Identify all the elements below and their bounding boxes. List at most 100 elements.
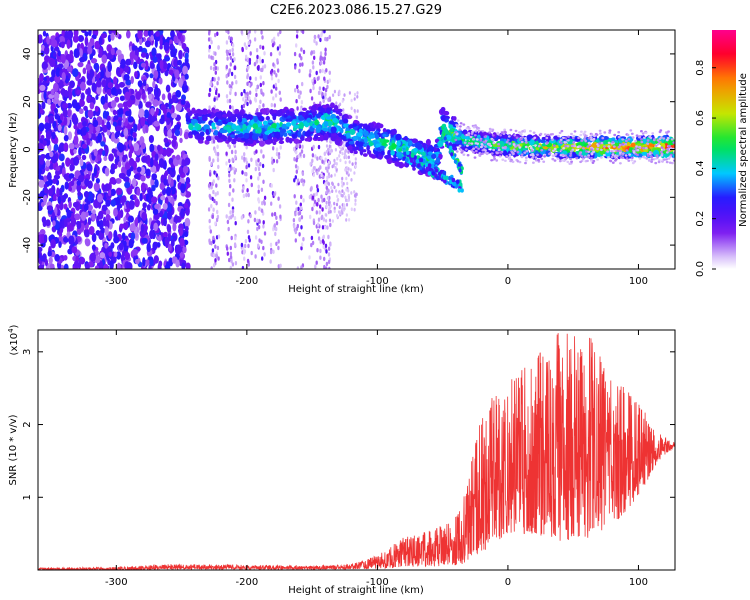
spectrogram-cell [269, 259, 272, 264]
spectrogram-cell [662, 148, 666, 151]
spectrogram-cell [267, 119, 273, 124]
spectrogram-cell [82, 121, 87, 127]
spectrogram-cell [113, 137, 120, 144]
spectrogram-cell [327, 210, 330, 215]
spectrogram-cell [254, 76, 258, 82]
spectrogram-cell [229, 254, 233, 260]
spectrogram-cell [71, 113, 78, 124]
spectrogram-cell [319, 37, 322, 43]
spectrogram-cell [320, 194, 323, 199]
spectrogram-cell [318, 210, 321, 215]
spectrogram-cell [172, 221, 177, 232]
spectrogram-cell [668, 161, 672, 164]
spectrogram-cell [133, 142, 140, 152]
spectrogram-cell [551, 154, 555, 157]
spectrogram-cell [233, 178, 236, 183]
spectrogram-cell [327, 246, 331, 251]
spectrogram-cell [175, 123, 181, 131]
spectrogram-cell [225, 94, 229, 99]
spectrogram-cell [113, 115, 119, 121]
spectrogram-cell [242, 103, 246, 109]
spectrogram-cell [333, 173, 337, 177]
spectrogram-cell [488, 131, 491, 134]
spectrogram-cell [324, 157, 327, 162]
spectrogram-cell [625, 139, 628, 143]
spectrogram-cell [543, 155, 546, 158]
spectrogram-cell [229, 87, 233, 93]
spectrogram-cell [324, 51, 327, 57]
spectrogram-cell [244, 94, 247, 99]
spectrogram-cell [579, 133, 583, 137]
spectrogram-cell [217, 45, 220, 50]
spectrogram-cell [469, 135, 473, 139]
spectrogram-cell [54, 206, 58, 216]
spectrogram-cell [63, 142, 69, 152]
spectrogram-cell [391, 157, 398, 162]
spectrogram-cell [308, 194, 312, 200]
spectrogram-cell [41, 216, 47, 224]
spectrogram-cell [141, 211, 148, 221]
spectrogram-cell [216, 144, 219, 149]
spectrogram-cell [311, 240, 315, 246]
spectrogram-cell [240, 91, 243, 97]
spectrogram-cell [148, 196, 153, 205]
spectrogram-cell [515, 136, 519, 139]
spectrogram-cell [214, 108, 220, 113]
spectrogram-cell [229, 251, 233, 256]
spectrogram-cell [540, 157, 544, 161]
spectrogram-cell [249, 51, 252, 56]
spectrogram-cell [91, 232, 97, 243]
spectrogram-cell [590, 153, 594, 156]
spectrogram-cell [44, 122, 50, 130]
spectrogram-cell [325, 150, 328, 154]
spectrogram-cell [297, 206, 300, 212]
spectrogram-cell [509, 159, 513, 163]
spectrogram-cell [234, 221, 237, 226]
spectrogram-cell [206, 135, 212, 141]
spectrogram-cell [590, 138, 593, 141]
spectrogram-cell [240, 242, 244, 248]
spectrogram-cell [575, 157, 579, 160]
spectrogram-cell [210, 55, 213, 60]
spectrogram-cell [178, 78, 184, 88]
spectrogram-cell [170, 30, 175, 38]
spectrogram-cell [504, 159, 507, 162]
spectrogram-cell [363, 130, 369, 137]
spectrogram-cell [339, 158, 342, 163]
spectrogram-cell [87, 109, 94, 118]
spectrogram-cell [215, 90, 218, 96]
spectrogram-cell [343, 115, 349, 119]
spectrogram-cell [48, 188, 53, 197]
spectrogram-cell [255, 149, 258, 154]
spectrogram-cell [417, 143, 423, 150]
spectrogram-cell [336, 194, 339, 199]
spectrogram-cell [255, 48, 259, 53]
spectrogram-cell [580, 139, 584, 142]
spectrogram-cell [354, 202, 357, 206]
spectrogram-cell [80, 211, 87, 222]
spectrogram-cell [140, 223, 145, 233]
spectrogram-cell [315, 70, 318, 76]
spectrogram-cell [100, 33, 108, 39]
spectrogram-cell [244, 239, 248, 244]
spectrogram-cell [50, 239, 56, 249]
spectrogram-cell [324, 36, 327, 42]
spectrogram-cell [238, 117, 243, 123]
spectrogram-cell [125, 79, 132, 86]
spectrogram-cell [463, 141, 467, 144]
spectrogram-cell [258, 140, 265, 147]
spectrogram-cell [164, 55, 171, 62]
spectrogram-cell [504, 145, 507, 149]
spectrogram-cell [353, 97, 356, 101]
spectrogram-cell [274, 231, 277, 237]
spectrogram-cell [62, 108, 68, 118]
spectrogram-cell [524, 137, 527, 140]
spectrogram-cell [63, 254, 68, 261]
spectrogram-cell [39, 108, 44, 114]
spectrogram-cell [322, 234, 325, 239]
spectrogram-cell [513, 134, 517, 137]
spectrogram-cell [559, 138, 563, 141]
spectrogram-cell [297, 154, 300, 159]
spectrogram-cell [226, 99, 229, 104]
